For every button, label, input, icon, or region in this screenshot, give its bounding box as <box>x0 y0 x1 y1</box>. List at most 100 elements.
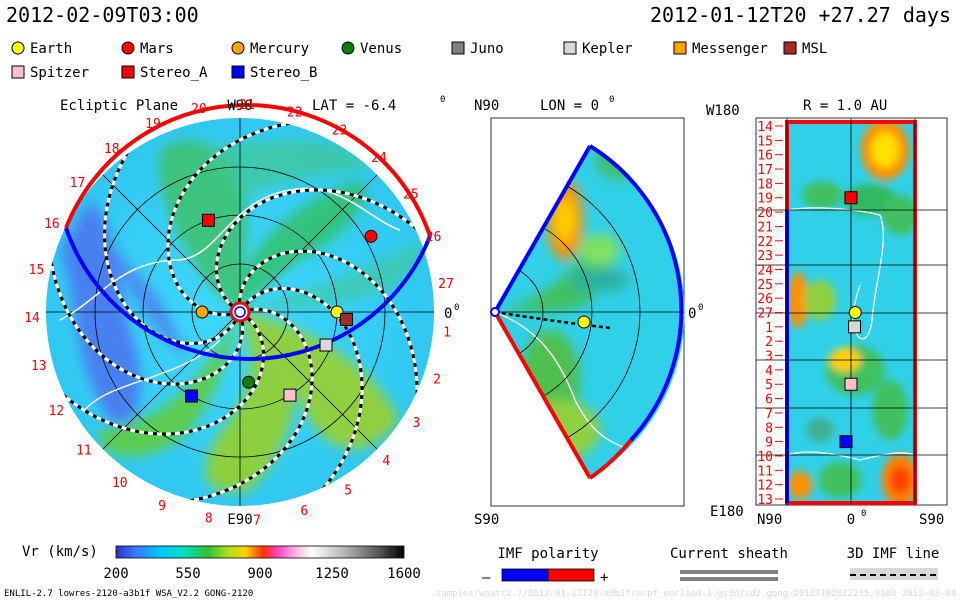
synoptic-tick-27-13: 27 <box>757 307 773 322</box>
legend-messenger-marker <box>673 41 687 55</box>
imf-polarity-positive-swatch <box>547 568 595 582</box>
carrington-tick-19: 19 <box>145 117 161 132</box>
synoptic-earth-marker <box>848 306 862 319</box>
synoptic-current-sheet-2 <box>787 451 915 461</box>
ecliptic-e90-label: E90 <box>227 512 252 528</box>
synoptic-tick-17-3: 17 <box>757 163 773 178</box>
imf-spiral-white-8 <box>57 316 266 436</box>
colorbar-tick-1250: 1250 <box>315 566 349 582</box>
synoptic-tick-12-25: 12 <box>757 479 773 494</box>
ecliptic-stereo-a-marker <box>201 213 215 227</box>
ecliptic-rim-negative <box>64 227 432 361</box>
synoptic-e180-label: E180 <box>710 504 744 520</box>
imf-polarity-plus: + <box>600 570 608 586</box>
synoptic-tick-24-10: 24 <box>757 263 773 278</box>
synoptic-n90-label: N90 <box>757 512 782 528</box>
imf-spiral-8 <box>57 316 266 436</box>
colorbar-tick-550: 550 <box>175 566 200 582</box>
carrington-tick-9: 9 <box>158 499 166 514</box>
imf-spiral-white-1 <box>183 307 314 504</box>
ecliptic-rim-positive <box>64 103 432 237</box>
ecliptic-msl-marker <box>339 312 353 326</box>
carrington-tick-14: 14 <box>24 311 40 326</box>
synoptic-stereo-a-marker <box>844 191 858 205</box>
carrington-tick-7: 7 <box>253 513 261 528</box>
footer-run-id: ENLIL-2.7 lowres-2120-a3b1f WSA_V2.2 GON… <box>4 589 253 599</box>
run-info: 2012-01-12T20 +27.27 days <box>650 3 951 27</box>
colorbar-ticks: 200 550 900 1250 1600 <box>103 566 421 582</box>
sun-inner-marker <box>234 306 246 318</box>
current-sheath-label: Current sheath <box>670 546 788 562</box>
legend-mars-marker <box>121 41 135 55</box>
synoptic-spitzer-marker <box>844 377 858 391</box>
ecliptic-title: Ecliptic Plane <box>60 98 178 114</box>
ecliptic-panel: Ecliptic Plane W90 E90 0 0 LAT = -6.4 0 … <box>24 95 459 528</box>
imf-polarity-minus: – <box>482 570 491 586</box>
legend-spitzer-label: Spitzer <box>30 65 89 81</box>
carrington-tick-15: 15 <box>29 263 45 278</box>
meridional-s90-label: S90 <box>474 512 499 528</box>
model-time: 2012-02-09T03:00 <box>6 3 199 27</box>
synoptic-panel: 1415161718192021222324252627123456789101… <box>706 98 948 528</box>
synoptic-stereo-b-marker <box>839 435 853 449</box>
ecliptic-venus-marker <box>242 375 256 389</box>
imf-spiral-white-3 <box>237 249 419 401</box>
synoptic-objects <box>839 191 862 449</box>
current-sheath-legend: Current sheath <box>670 546 788 581</box>
carrington-tick-22: 22 <box>287 105 303 120</box>
legend-stereo-a-marker <box>121 65 135 79</box>
imf-line-label: 3D IMF line <box>847 546 940 562</box>
meridional-0-label: 0 <box>688 306 696 322</box>
ecliptic-w90-label: W90 <box>227 98 252 114</box>
legend-earth-marker <box>11 41 25 55</box>
meridional-rim-negative <box>588 144 684 442</box>
colorbar-tick-1600: 1600 <box>387 566 421 582</box>
carrington-tick-16: 16 <box>44 217 60 232</box>
carrington-tick-4: 4 <box>382 454 390 469</box>
legend-venus-label: Venus <box>360 41 402 57</box>
legend-stereo-b-marker <box>231 65 245 79</box>
meridional-earth-marker <box>577 315 591 329</box>
synoptic-tick-8-21: 8 <box>765 421 773 436</box>
footer-path: samples/wsatr2.7/2012-01-12T20-a3b1f/mcp… <box>436 589 956 599</box>
synoptic-0-degree: 0 <box>861 509 866 519</box>
carrington-tick-24: 24 <box>371 151 387 166</box>
imf-spiral-white-4 <box>214 188 423 308</box>
synoptic-tick-21-7: 21 <box>757 220 773 235</box>
imf-spiral-2 <box>244 286 364 495</box>
synoptic-tick-5-18: 5 <box>765 378 773 393</box>
current-sheet-line <box>59 187 401 321</box>
imf-spiral-7 <box>48 255 245 386</box>
carrington-tick-5: 5 <box>344 484 352 499</box>
synoptic-tick-18-4: 18 <box>757 177 773 192</box>
synoptic-tick-6-19: 6 <box>765 393 773 408</box>
carrington-tick-20: 20 <box>191 102 207 117</box>
synoptic-tick-4-17: 4 <box>765 364 773 379</box>
ecliptic-mars-marker <box>364 229 378 243</box>
meridional-0-degree: 0 <box>698 303 703 313</box>
carrington-tick-25: 25 <box>403 187 419 202</box>
colorbar-label: Vr (km/s) <box>22 544 98 560</box>
carrington-tick-3: 3 <box>412 416 420 431</box>
ecliptic-mercury-marker <box>195 305 209 319</box>
carrington-tick-21: 21 <box>239 98 255 113</box>
legend-msl-label: MSL <box>802 41 827 57</box>
meridional-lon-label: LON = 0 <box>540 98 599 114</box>
synoptic-s90-label: S90 <box>919 512 944 528</box>
meridional-grid <box>495 166 685 458</box>
legend-kepler-marker <box>563 41 577 55</box>
carrington-tick-17: 17 <box>70 176 86 191</box>
imf-spirals <box>48 120 423 504</box>
carrington-tick-6: 6 <box>300 504 308 519</box>
legend-mercury-marker <box>231 41 245 55</box>
synoptic-tick-10-23: 10 <box>757 450 773 465</box>
synoptic-tick-19-5: 19 <box>757 192 773 207</box>
meridional-edge-north <box>493 145 592 313</box>
meridional-current-sheet <box>495 311 626 449</box>
imf-spiral-white-6 <box>103 146 237 346</box>
synoptic-r-label: R = 1.0 AU <box>803 98 887 114</box>
ecliptic-objects <box>185 213 378 403</box>
imf-spiral-6 <box>103 146 237 346</box>
